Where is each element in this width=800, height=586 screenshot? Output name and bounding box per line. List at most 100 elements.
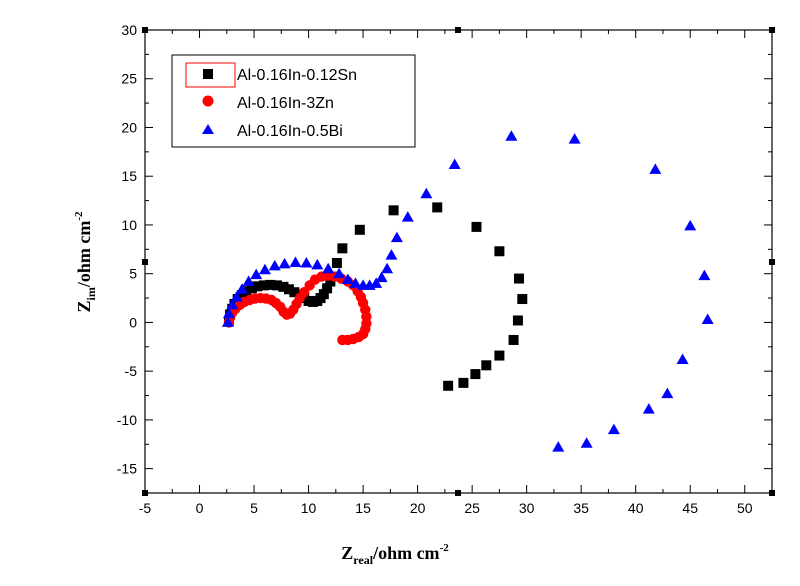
x-tick-label: 45 [682, 500, 698, 516]
series-triangle [221, 130, 714, 452]
y-tick-label: 20 [121, 119, 137, 135]
data-point [698, 269, 711, 281]
y-axis-title-sub: im [84, 287, 98, 300]
data-point [684, 219, 697, 231]
data-point [701, 313, 714, 324]
data-point [494, 350, 505, 361]
x-tick-label: -5 [139, 500, 152, 516]
y-axis-title-rest: /ohm cm [74, 221, 94, 289]
y-tick-label: -5 [125, 363, 138, 379]
data-point [226, 298, 239, 310]
data-point [258, 263, 271, 275]
data-point [242, 275, 255, 286]
data-point [375, 271, 388, 283]
frame-handle [142, 490, 148, 496]
x-tick-label: 50 [737, 500, 753, 516]
data-point [458, 377, 469, 388]
legend-highlight [185, 62, 236, 88]
data-point [300, 256, 313, 268]
x-tick-label: 5 [250, 500, 258, 516]
data-point [322, 262, 335, 274]
data-point [494, 246, 505, 257]
frame-handle [769, 490, 775, 496]
data-point [481, 360, 492, 371]
y-tick-label: 10 [121, 217, 137, 233]
x-tick-label: 0 [196, 500, 204, 516]
data-point [246, 283, 257, 294]
y-tick-label: 15 [121, 168, 137, 184]
data-point [649, 163, 662, 174]
data-point [508, 334, 519, 345]
data-point [311, 258, 324, 270]
frame-handle [142, 259, 148, 265]
data-point [222, 307, 235, 319]
data-point [318, 289, 329, 300]
x-tick-label: 25 [464, 500, 480, 516]
data-point [514, 273, 525, 284]
x-tick-label: 15 [355, 500, 371, 516]
data-point [388, 205, 399, 216]
data-point [252, 281, 263, 292]
data-point [337, 334, 348, 346]
y-tick-label: 30 [121, 22, 137, 38]
x-tick-label: 35 [573, 500, 589, 516]
data-point [385, 249, 398, 260]
data-point [283, 284, 294, 295]
data-point [432, 202, 443, 213]
data-point [268, 259, 281, 271]
data-point [381, 262, 394, 274]
data-point [278, 281, 289, 292]
data-point [278, 257, 291, 269]
y-tick-label: -15 [117, 461, 137, 477]
series-circle [223, 270, 372, 346]
x-axis-title-main: Z [341, 543, 353, 563]
data-point [349, 277, 362, 288]
y-axis-title: Zim/ohm cm-2 [73, 211, 98, 313]
y-tick-label: 0 [129, 314, 137, 330]
data-point [265, 279, 276, 290]
x-axis-title-rest: /ohm cm [372, 543, 440, 563]
y-axis-title-sup: -2 [73, 211, 85, 221]
series-layer [221, 130, 714, 452]
y-tick-labels: -15 -10 -5 0 5 10 15 20 25 30 [117, 22, 137, 477]
legend-marker-triangle [202, 124, 214, 134]
data-point [271, 280, 282, 291]
data-point [470, 369, 481, 380]
data-point [401, 211, 414, 222]
x-axis-title-sub: real [353, 553, 373, 567]
x-tick-label: 10 [301, 500, 317, 516]
data-point [337, 243, 348, 254]
data-point [354, 224, 365, 235]
data-point [420, 187, 433, 199]
y-tick-label: -10 [117, 412, 137, 428]
data-point [236, 283, 249, 294]
axis-ticks [144, 29, 772, 494]
data-point [370, 277, 383, 288]
data-point [661, 387, 674, 399]
x-axis-title-sup: -2 [440, 542, 450, 554]
data-point [221, 316, 234, 327]
frame-handle [455, 27, 461, 33]
data-point [448, 158, 461, 170]
legend: Al-0.16In-0.12Sn Al-0.16In-3Zn Al-0.16In… [171, 54, 416, 148]
data-point [505, 130, 518, 141]
data-point [676, 353, 689, 364]
data-point [325, 276, 336, 287]
legend-label-zn: Al-0.16In-3Zn [237, 95, 334, 112]
data-point [443, 380, 454, 391]
x-tick-label: 40 [628, 500, 644, 516]
x-tick-label: 30 [519, 500, 535, 516]
frame-handle [769, 259, 775, 265]
data-point [517, 294, 528, 305]
x-axis-title: Zreal/ohm cm-2 [341, 542, 449, 567]
data-point [289, 256, 302, 267]
x-tick-label: 20 [410, 500, 426, 516]
data-point [322, 283, 333, 294]
legend-label-sn: Al-0.16In-0.12Sn [237, 67, 357, 84]
data-point [250, 268, 263, 280]
y-tick-label: 5 [129, 266, 137, 282]
legend-marker-square [203, 69, 213, 79]
data-point [607, 423, 620, 435]
data-point [390, 231, 403, 243]
